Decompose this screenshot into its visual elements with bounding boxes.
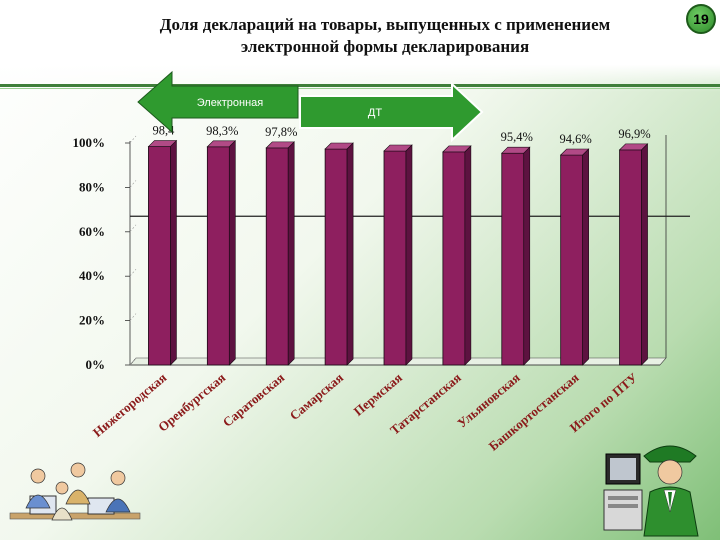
- bar-data-label: 94,6%: [560, 132, 592, 146]
- bar-side: [523, 146, 531, 366]
- x-category-label: Нижегородская: [90, 370, 170, 440]
- right-arrow-callout: [299, 81, 484, 143]
- bar: [442, 151, 466, 366]
- y-tick-label: 80%: [79, 179, 105, 194]
- header-rule-thin: [0, 88, 720, 89]
- bar-side: [229, 140, 236, 366]
- header-band: [0, 0, 720, 92]
- y-tick-guide: [129, 224, 137, 232]
- title-line-2: электронной формы декларирования: [240, 37, 530, 56]
- y-tick-guide: [129, 269, 137, 277]
- y-tick-guide: [129, 313, 137, 321]
- y-tick-label: 0%: [86, 357, 106, 372]
- y-tick-label: 100%: [73, 135, 106, 150]
- right-arrow-label: ДТ: [368, 107, 382, 119]
- y-tick-label: 20%: [79, 313, 105, 328]
- y-tick-guide: [129, 135, 137, 144]
- page-number-badge: 19: [686, 4, 716, 34]
- bar: [560, 154, 584, 366]
- bar-data-label: 95,4%: [501, 130, 533, 144]
- bar: [324, 148, 348, 366]
- header-rule: [0, 84, 720, 87]
- people-at-computers-icon: [9, 462, 141, 521]
- bar: [619, 149, 642, 366]
- y-tick-guide: [129, 180, 137, 188]
- customs-officer-icon: [603, 445, 699, 537]
- bar: [206, 146, 230, 366]
- title-line-1: Доля деклараций на товары, выпущенных с …: [159, 15, 611, 34]
- y-tick-guide: [129, 357, 137, 366]
- bar-data-label: 98,3%: [206, 124, 238, 138]
- bar: [148, 146, 171, 366]
- x-category-label: Саратовская: [220, 370, 287, 430]
- bar-side: [464, 145, 472, 366]
- y-tick-label: 40%: [79, 268, 105, 283]
- bar: [501, 152, 525, 366]
- bar-side: [287, 141, 295, 366]
- slide-title: Доля деклараций на товары, выпущенных с …: [120, 14, 650, 58]
- bar-side: [170, 139, 177, 366]
- bar-data-label: 96,9%: [618, 127, 650, 141]
- y-tick-label: 60%: [79, 224, 105, 239]
- x-category-label: Пермская: [351, 370, 405, 419]
- bar-side: [582, 148, 589, 366]
- bar: [265, 147, 289, 366]
- bar: [383, 150, 407, 366]
- bar-side: [641, 143, 648, 366]
- x-category-label: Самарская: [287, 370, 346, 423]
- left-arrow-callout: [137, 70, 299, 134]
- bar-side: [346, 142, 354, 366]
- bar-data-label: 97,8%: [265, 125, 297, 139]
- bar-side: [405, 144, 413, 366]
- left-arrow-label: Электронная: [197, 97, 264, 109]
